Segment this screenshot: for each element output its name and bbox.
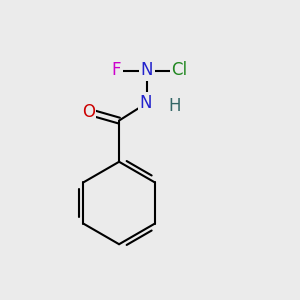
Text: Cl: Cl xyxy=(171,61,188,80)
Text: N: N xyxy=(141,61,153,80)
Text: N: N xyxy=(139,94,152,112)
Text: F: F xyxy=(111,61,121,80)
Text: O: O xyxy=(82,103,95,121)
Text: H: H xyxy=(168,98,180,116)
